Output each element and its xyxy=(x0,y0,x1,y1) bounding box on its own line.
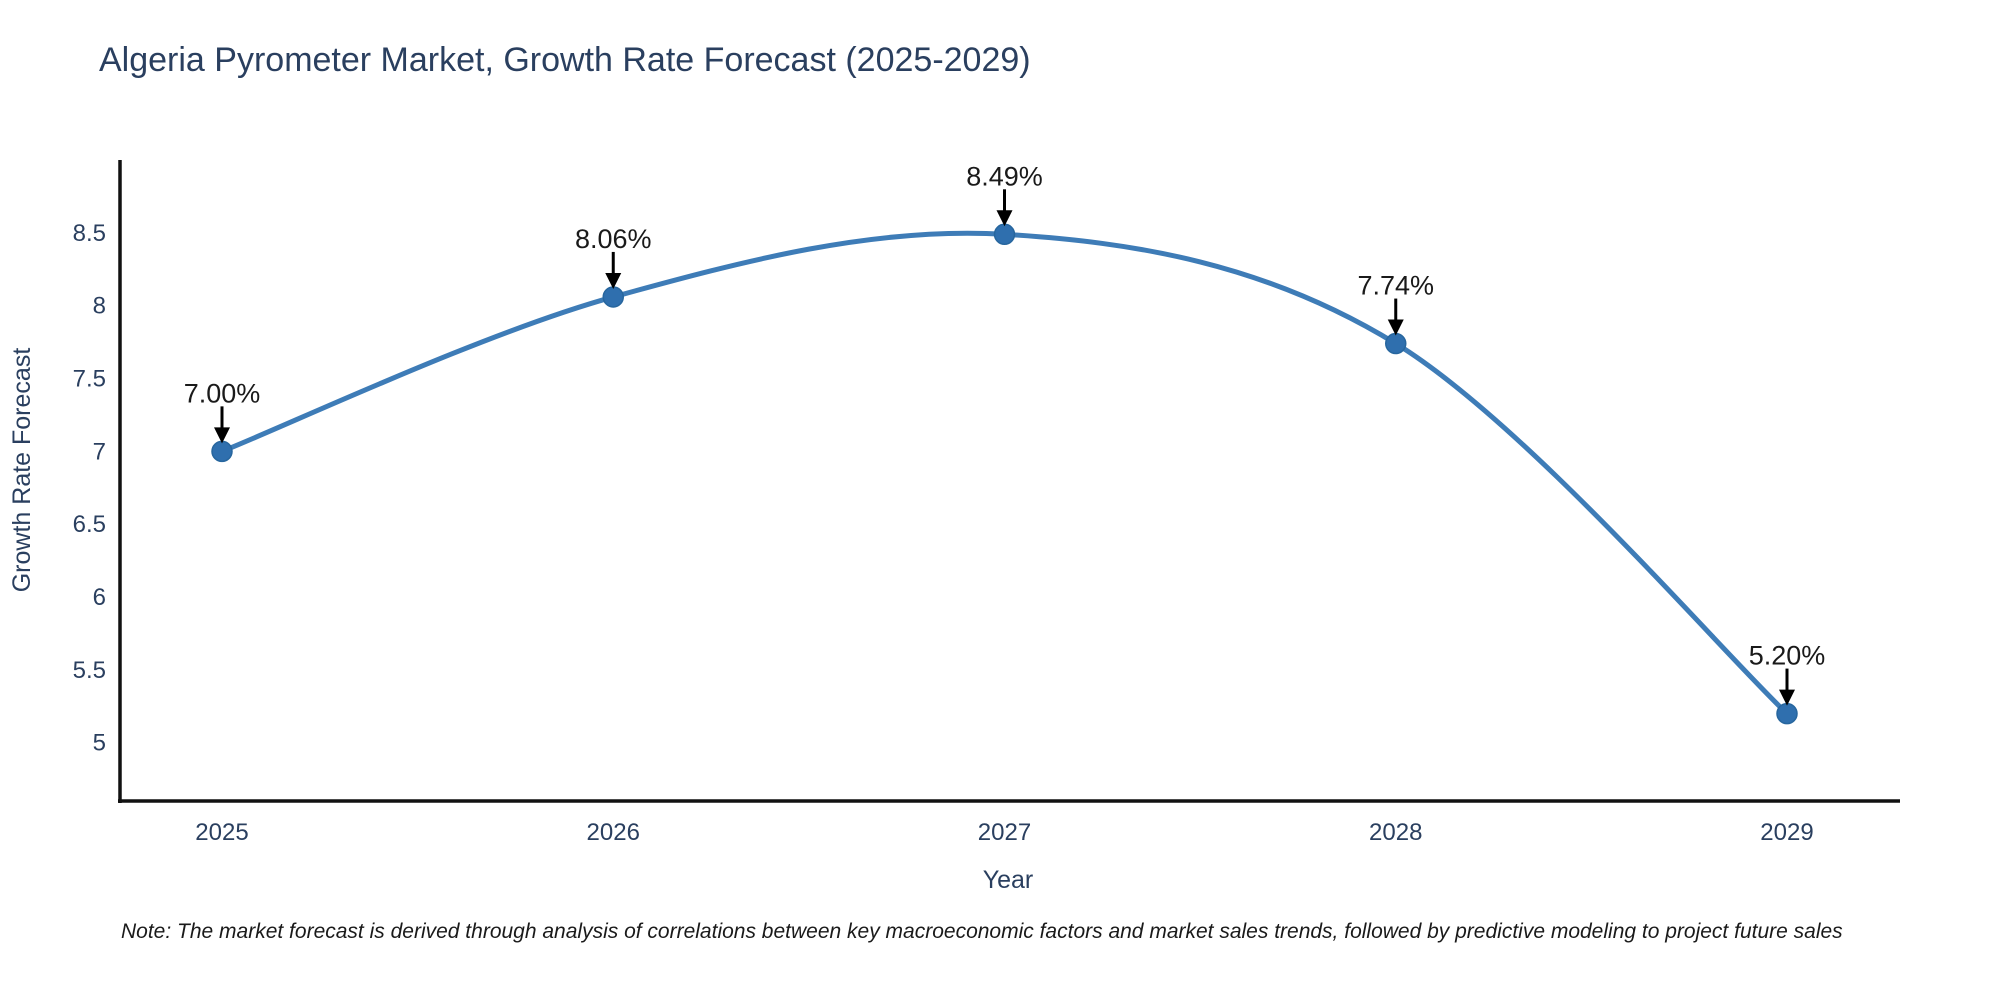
y-tick-label: 5 xyxy=(93,730,106,757)
annotation-arrow-head xyxy=(1779,689,1795,706)
y-axis-title: Growth Rate Forecast xyxy=(8,348,36,593)
y-tick-label: 5.5 xyxy=(73,657,106,684)
annotation-arrow-head xyxy=(996,210,1013,227)
annotation-arrow-head xyxy=(1387,319,1404,336)
data-point-marker xyxy=(1385,332,1407,355)
y-tick-label: 6.5 xyxy=(73,511,106,538)
x-tick-label: 2025 xyxy=(195,819,248,846)
data-point-label: 5.20% xyxy=(1749,641,1826,671)
forecast-line xyxy=(219,230,1790,717)
y-tick-label: 6 xyxy=(93,584,106,611)
y-tick-label: 8.5 xyxy=(73,220,106,247)
x-tick-label: 2027 xyxy=(978,819,1031,846)
y-tick-label: 7.5 xyxy=(73,366,106,393)
y-tick-label: 8 xyxy=(93,293,106,320)
chart-title: Algeria Pyrometer Market, Growth Rate Fo… xyxy=(99,41,1031,79)
y-tick-label: 7 xyxy=(93,438,106,465)
x-tick-label: 2029 xyxy=(1760,819,1813,846)
data-point-label: 7.74% xyxy=(1357,271,1434,301)
data-point-label: 7.00% xyxy=(184,378,261,408)
footnote: Note: The market forecast is derived thr… xyxy=(121,920,1843,943)
data-point-marker xyxy=(602,286,624,308)
x-axis-title: Year xyxy=(983,866,1034,894)
data-point-label: 8.49% xyxy=(966,161,1043,191)
data-point-label: 8.06% xyxy=(575,224,652,254)
data-point-marker xyxy=(993,223,1016,246)
data-point-marker xyxy=(211,440,233,463)
annotation-arrow-head xyxy=(214,427,230,444)
plot-area: 5 5.5 6 6.5 7 7.5 8 8.5 2025 2026 2027 2028 2029 7.00… xyxy=(73,160,1900,846)
data-point-marker xyxy=(1776,702,1798,725)
annotation-arrow-head xyxy=(605,272,622,289)
x-tick-label: 2028 xyxy=(1369,819,1422,846)
x-tick-label: 2026 xyxy=(587,819,640,846)
